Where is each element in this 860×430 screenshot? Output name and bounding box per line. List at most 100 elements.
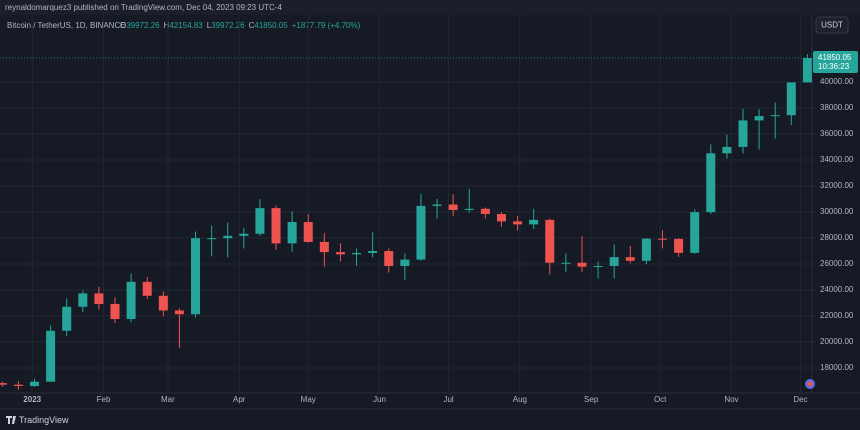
candle-body (174, 310, 184, 315)
y-tick-label: 36000.00 (820, 129, 854, 138)
last-price-label: 41850.05 (818, 53, 852, 62)
candle-body (126, 281, 136, 320)
x-tick-label: Feb (97, 395, 111, 404)
candle-body (158, 295, 168, 311)
legend-item: L (207, 21, 212, 30)
legend-item: 41850.05 (254, 21, 288, 30)
legend-item: O (120, 21, 126, 30)
candle-body (223, 235, 233, 239)
candle-body (94, 293, 104, 304)
x-tick-label: Dec (793, 395, 807, 404)
x-tick-label: Nov (724, 395, 738, 404)
currency[interactable]: USDT (821, 21, 843, 30)
candle-body (625, 257, 635, 261)
candle-body (480, 208, 490, 214)
candle-body (78, 293, 88, 307)
grid (0, 15, 812, 393)
legend-item: 42154.83 (169, 21, 203, 30)
candle-body (416, 205, 426, 260)
y-tick-label: 28000.00 (820, 233, 854, 242)
candle-body (62, 306, 72, 331)
candle-body (0, 383, 7, 385)
x-tick-label: 2023 (23, 395, 41, 404)
top-bar (0, 0, 860, 15)
candle-body (738, 120, 748, 147)
candle-body (335, 252, 345, 255)
x-tick-label: Aug (513, 395, 527, 404)
x-tick-label: Jul (443, 395, 453, 404)
y-tick-label: 32000.00 (820, 181, 854, 190)
symbol-title: Bitcoin / TetherUS, 1D, BINANCE (7, 21, 126, 30)
y-tick-label: 24000.00 (820, 285, 854, 294)
x-tick-label: May (301, 395, 316, 404)
y-tick-label: 18000.00 (820, 363, 854, 372)
y-tick-label: 38000.00 (820, 103, 854, 112)
x-tick-label: Apr (233, 395, 246, 404)
candle-body (609, 257, 619, 266)
ohlc-legend: O39972.26 H42154.83 L39972.26 C41850.05 +187… (120, 21, 361, 30)
candle-body (802, 57, 812, 83)
candle-body (207, 238, 217, 240)
candle-body (593, 265, 603, 267)
candle-body (786, 82, 796, 116)
x-tick-label: Mar (161, 395, 175, 404)
candle-body (400, 259, 410, 266)
candle-body (384, 251, 394, 266)
candle-body (432, 204, 442, 206)
candle-body (770, 115, 780, 117)
candle-body (674, 238, 684, 253)
legend-item: 39972.26 (126, 21, 160, 30)
y-tick-label: 34000.00 (820, 155, 854, 164)
logo (6, 416, 16, 424)
currency-button[interactable] (815, 16, 849, 34)
x-tick-label: Oct (654, 395, 667, 404)
brand: TradingView (19, 415, 69, 425)
candle-body (368, 251, 378, 253)
candle-body (319, 241, 329, 253)
candle-body (271, 208, 281, 244)
candle-body (13, 384, 23, 386)
last-price-tag (813, 50, 858, 73)
candle-body (529, 219, 539, 225)
candle-body (561, 262, 571, 264)
legend-item: 39972.26 (211, 21, 245, 30)
x-tick-label: Jun (373, 395, 386, 404)
legend-item: +1877.79 (+4.70%) (292, 21, 361, 30)
candle-body (287, 222, 297, 244)
candle-body (657, 238, 667, 240)
event-icon-dot (807, 381, 813, 387)
candle-body (46, 330, 56, 382)
x-tick-label: Sep (584, 395, 599, 404)
candle-body (577, 262, 587, 267)
candle-body (545, 219, 555, 263)
candle-body (754, 116, 764, 121)
y-tick-label: 26000.00 (820, 259, 854, 268)
legend-item: H (164, 21, 170, 30)
candle-body (30, 381, 40, 386)
candle-body (352, 252, 362, 255)
y-tick-label: 30000.00 (820, 207, 854, 216)
candle-body (706, 153, 716, 213)
countdown: 10:36:23 (818, 62, 850, 71)
publisher-line: reynaldomarquez3 published on TradingVie… (5, 3, 282, 12)
candle-body (464, 208, 474, 210)
candle-body (255, 208, 265, 234)
candle-body (496, 213, 506, 222)
candle-body (513, 221, 523, 225)
candle-body (722, 146, 732, 154)
candle-body (142, 281, 152, 296)
y-tick-label: 20000.00 (820, 337, 854, 346)
candle-body (641, 238, 651, 261)
candle-body (191, 238, 201, 315)
y-tick-label: 22000.00 (820, 311, 854, 320)
candle-body (448, 204, 458, 210)
y-tick-label: 40000.00 (820, 77, 854, 86)
candle-body (690, 212, 700, 253)
candle-body (239, 233, 249, 236)
candle-body (110, 303, 120, 320)
candle-body (303, 222, 313, 242)
candles (0, 54, 812, 390)
